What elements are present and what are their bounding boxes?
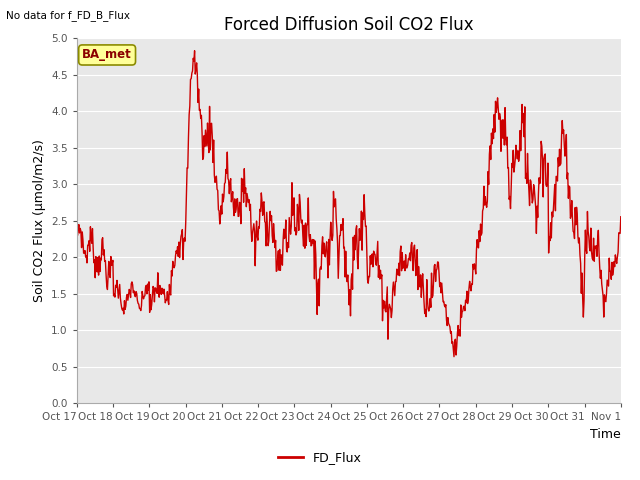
Y-axis label: Soil CO2 Flux (μmol/m2/s): Soil CO2 Flux (μmol/m2/s) bbox=[33, 139, 45, 302]
Text: No data for f_FD_B_Flux: No data for f_FD_B_Flux bbox=[6, 10, 131, 21]
Text: BA_met: BA_met bbox=[82, 48, 132, 61]
X-axis label: Time: Time bbox=[590, 428, 621, 441]
Title: Forced Diffusion Soil CO2 Flux: Forced Diffusion Soil CO2 Flux bbox=[224, 16, 474, 34]
Legend: FD_Flux: FD_Flux bbox=[273, 446, 367, 469]
